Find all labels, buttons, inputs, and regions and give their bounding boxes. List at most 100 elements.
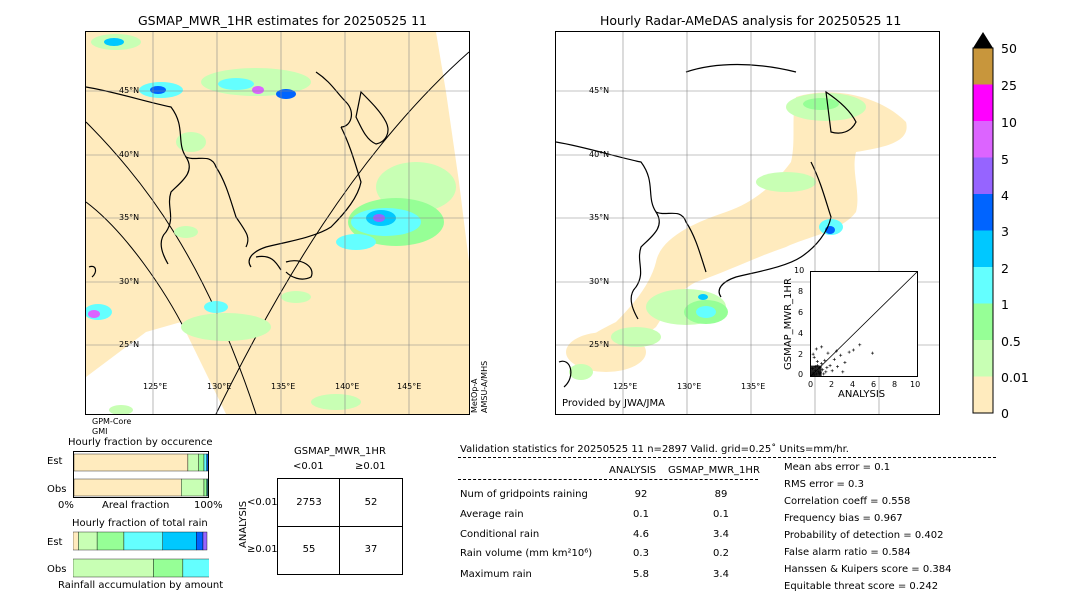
scatter-tick-y-0: 0 <box>798 370 804 379</box>
validation-row-gsmap: 3.4 <box>713 569 729 580</box>
occurrence-bar-segment <box>74 453 189 472</box>
right-lat-label-25: 25°N <box>589 340 610 349</box>
colorbar-swatch <box>973 267 993 304</box>
scatter-diagonal <box>810 271 918 377</box>
score-line: False alarm ratio = 0.584 <box>784 547 911 558</box>
colorbar <box>971 30 995 414</box>
validation-col-gsmap: GSMAP_MWR_1HR <box>668 465 760 476</box>
scatter-tick-y-6: 6 <box>798 308 804 317</box>
colorbar-swatch <box>973 121 993 158</box>
occurrence-xlabel: Areal fraction <box>102 500 170 511</box>
colorbar-canvas <box>972 32 994 414</box>
rain-fraction-bar-segment <box>72 558 154 578</box>
rain-fraction-bar-box <box>72 531 233 579</box>
left-map-panel: 45°N 40°N 35°N 30°N 25°N 125°E 130°E 135… <box>85 31 470 415</box>
scatter-point <box>841 370 845 374</box>
right-map-title: Hourly Radar-AMeDAS analysis for 2025052… <box>600 13 902 28</box>
validation-row-label: Rain volume (mm km²10⁶) <box>460 548 593 559</box>
rain-fraction-bar-segment <box>196 531 204 551</box>
scatter-dense-cluster <box>811 365 822 376</box>
left-lat-label-40: 40°N <box>119 150 140 159</box>
scatter-point <box>820 345 824 349</box>
validation-row-label: Conditional rain <box>460 529 540 540</box>
validation-col-rule <box>458 479 758 480</box>
scatter-point <box>870 351 874 355</box>
right-lon-label-125: 125°E <box>613 382 638 391</box>
scatter-point <box>826 351 830 355</box>
scatter-point <box>812 355 816 359</box>
scatter-point <box>825 366 829 370</box>
score-line: Hanssen & Kuipers score = 0.384 <box>784 564 952 575</box>
scatter-point <box>847 350 851 354</box>
sat-label-right: MetOp-A <box>470 378 479 413</box>
scatter-point <box>836 365 839 369</box>
radar-credit: Provided by JWA/JMA <box>562 398 665 409</box>
validation-row-gsmap: 89 <box>714 489 728 500</box>
validation-header: Validation statistics for 20250525 11 n=… <box>460 444 849 455</box>
scatter-xlabel: ANALYSIS <box>838 389 886 400</box>
scatter-inset <box>810 271 918 377</box>
scatter-tick-x-4: 4 <box>850 380 856 389</box>
occurrence-tick-100: 100% <box>194 500 223 511</box>
validation-header-rule <box>458 457 996 458</box>
colorbar-label-50: 50 <box>1001 41 1017 56</box>
sat-label-bottom: GPM-Core <box>92 417 132 426</box>
rain-fraction-bar-segment <box>182 558 214 578</box>
scatter-point <box>851 348 855 352</box>
scatter-point <box>839 353 843 357</box>
score-line: Mean abs error = 0.1 <box>784 462 891 473</box>
validation-row-gsmap: 0.1 <box>713 509 729 520</box>
colorbar-label-0: 0 <box>1001 406 1009 421</box>
contingency-cell-tn: 2753 <box>296 497 322 508</box>
validation-row-label: Num of gridpoints raining <box>460 489 588 500</box>
colorbar-label-2: 2 <box>1001 261 1009 276</box>
left-map-title: GSMAP_MWR_1HR estimates for 20250525 11 <box>138 13 427 28</box>
contingency-cell-fp: 52 <box>364 497 378 508</box>
left-map-canvas <box>86 32 469 414</box>
occurrence-title: Hourly fraction by occurence <box>68 437 213 448</box>
validation-row-analysis: 5.8 <box>633 569 649 580</box>
occurrence-bar-segment <box>203 478 207 497</box>
rain-fraction-xlabel: Rainfall accumulation by amount <box>58 580 224 591</box>
right-radar-coverage <box>566 92 907 380</box>
scatter-tick-x-8: 8 <box>892 380 898 389</box>
scatter-tick-y-8: 8 <box>798 287 804 296</box>
right-map-panel: 45°N 40°N 35°N 30°N 25°N 125°E 130°E 135… <box>555 31 940 415</box>
colorbar-label-0-01: 0.01 <box>1001 370 1029 385</box>
contingency-cell-tp: 37 <box>364 544 378 555</box>
sat-label-bottom-2: GMI <box>92 427 108 436</box>
scatter-tick-y-10: 10 <box>794 266 805 275</box>
scatter-point <box>811 352 815 356</box>
colorbar-label-4: 4 <box>1001 188 1009 203</box>
validation-row-analysis: 0.1 <box>633 509 649 520</box>
colorbar-label-5: 5 <box>1001 152 1009 167</box>
occurrence-obs-label: Obs <box>47 484 67 495</box>
colorbar-label-10: 10 <box>1001 115 1017 130</box>
rain-fraction-est-label: Est <box>47 537 63 548</box>
validation-row-label: Average rain <box>460 509 524 520</box>
contingency-col-ge: ≥0.01 <box>355 461 386 472</box>
occurrence-tick-0: 0% <box>58 500 74 511</box>
validation-row-analysis: 0.3 <box>633 548 649 559</box>
colorbar-frame <box>972 47 994 414</box>
colorbar-label-0-5: 0.5 <box>1001 334 1021 349</box>
left-lat-label-25: 25°N <box>119 340 140 349</box>
colorbar-swatch <box>973 340 993 377</box>
left-lon-label-125: 125°E <box>143 382 168 391</box>
right-lon-label-135: 135°E <box>741 382 766 391</box>
contingency-col-lt: <0.01 <box>293 461 324 472</box>
scatter-point <box>858 343 862 347</box>
colorbar-label-1: 1 <box>1001 297 1009 312</box>
occurrence-bar-segment <box>198 453 205 472</box>
colorbar-swatch <box>973 84 993 121</box>
scatter-tick-x-10: 10 <box>910 380 921 389</box>
right-lat-label-35: 35°N <box>589 213 610 222</box>
left-lat-label-35: 35°N <box>119 213 140 222</box>
rain-fraction-title: Hourly fraction of total rain <box>72 518 208 529</box>
scatter-point <box>843 360 847 364</box>
scatter-point <box>824 370 828 374</box>
contingency-title: GSMAP_MWR_1HR <box>294 446 386 457</box>
occurrence-bar-segment <box>74 478 182 497</box>
rain-fraction-bar-segment <box>72 531 79 551</box>
rain-fraction-bar-segment <box>96 531 125 551</box>
